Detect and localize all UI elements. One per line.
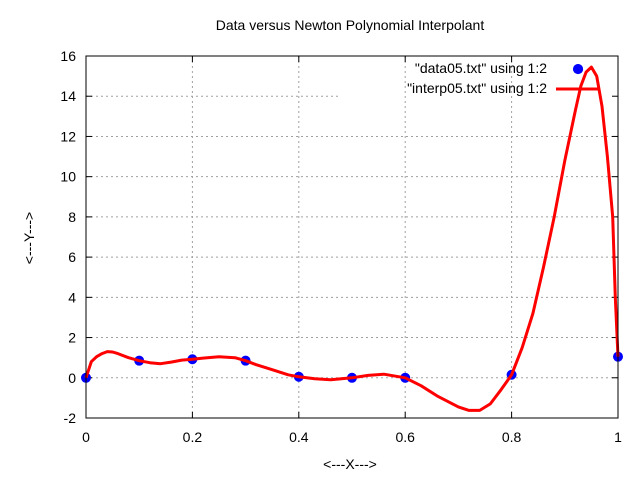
y-tick-label: 16	[60, 48, 76, 64]
legend-label: "interp05.txt" using 1:2	[407, 80, 547, 96]
x-tick-label: 0	[82, 429, 90, 445]
legend-marker-points	[573, 64, 583, 74]
x-tick-label: 1	[614, 429, 622, 445]
y-tick-label: -2	[64, 410, 77, 426]
legend-label: "data05.txt" using 1:2	[415, 60, 547, 76]
y-tick-label: 10	[60, 169, 76, 185]
plot-frame	[85, 55, 619, 419]
y-tick-label: 14	[60, 88, 76, 104]
y-tick-label: 6	[68, 249, 76, 265]
x-tick-label: 0.6	[395, 429, 415, 445]
y-tick-label: 4	[68, 289, 76, 305]
axis-ticks: -2 0 2 4 6 8 10 12 14 16 0 0.2 0.4 0.6 0.8 1	[60, 48, 622, 445]
x-tick-label: 0.8	[502, 429, 522, 445]
legend: "data05.txt" using 1:2 "interp05.txt" usi…	[407, 60, 600, 96]
y-tick-label: 8	[68, 209, 76, 225]
x-tick-label: 0.4	[289, 429, 309, 445]
x-axis-label: <---X--->	[323, 456, 377, 472]
interpolant-line	[84, 65, 620, 412]
chart-title: Data versus Newton Polynomial Interpolan…	[216, 17, 485, 33]
x-tick-label: 0.2	[183, 429, 203, 445]
y-tick-label: 2	[68, 330, 76, 346]
y-axis-label: <---Y--->	[21, 212, 37, 264]
y-tick-label: 0	[68, 370, 76, 386]
y-tick-label: 12	[60, 128, 76, 144]
